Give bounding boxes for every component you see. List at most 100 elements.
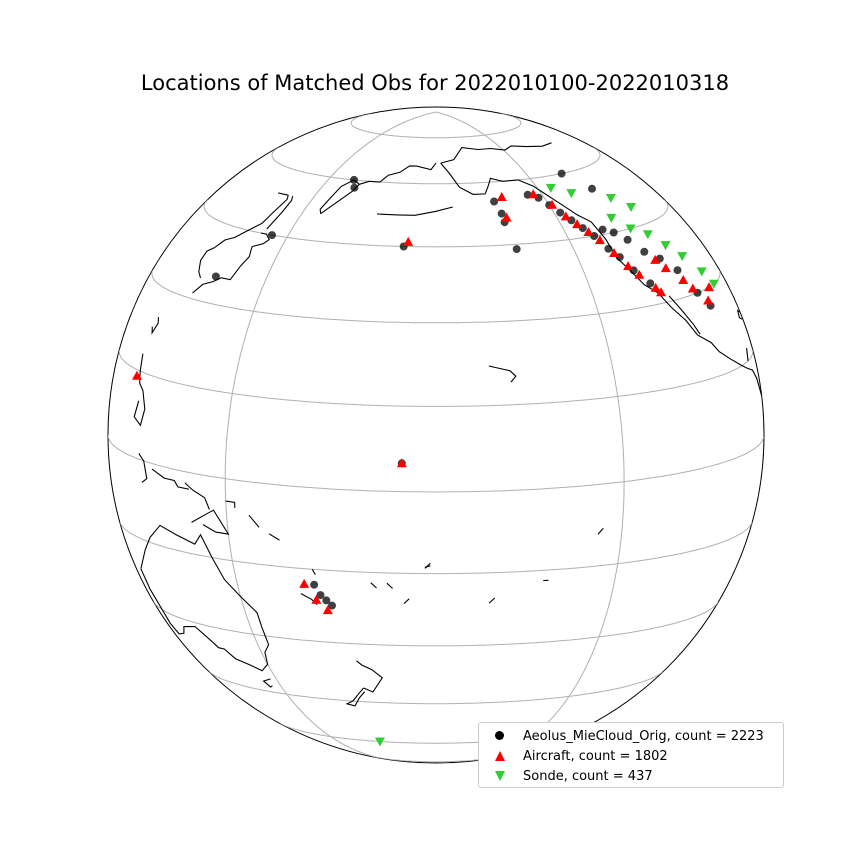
coastline-path (403, 598, 410, 605)
aeolus-point (512, 245, 521, 254)
meridian-line (435, 111, 625, 761)
coastline-path (488, 365, 517, 383)
coastline-path (251, 232, 270, 248)
legend: Aeolus_MieCloud_Orig, count = 2223 Aircr… (478, 722, 784, 788)
aircraft-point (656, 287, 667, 297)
aircraft-point (403, 236, 414, 246)
coastline-path (440, 142, 552, 164)
sonde-point (677, 252, 688, 262)
aircraft-point (299, 578, 310, 588)
aircraft-point (496, 191, 507, 201)
coastline-path (597, 527, 604, 535)
coastline-path (356, 660, 384, 693)
coastline-path (248, 514, 260, 528)
coastline-path (268, 533, 280, 541)
legend-item-aeolus: Aeolus_MieCloud_Orig, count = 2223 (491, 726, 783, 746)
triangle-down-marker-icon (491, 769, 509, 783)
coastline-path (192, 246, 253, 294)
parallel-line (153, 601, 719, 647)
aeolus-point (268, 231, 276, 240)
aeolus-point (211, 272, 220, 281)
aircraft-point (396, 458, 407, 468)
aeolus-point (609, 228, 618, 237)
coastline-path (140, 568, 270, 672)
sonde-point (566, 189, 577, 199)
legend-label: Aeolus_MieCloud_Orig, count = 2223 (523, 728, 764, 744)
parallel-line (350, 113, 522, 139)
coastline-path (266, 195, 294, 230)
aircraft-point (609, 247, 620, 257)
aeolus-point (490, 197, 499, 206)
aeolus-point (350, 183, 359, 192)
aeolus-point (673, 266, 682, 275)
sonde-point (625, 224, 636, 234)
parallel-line (119, 522, 753, 575)
aeolus-point (556, 208, 565, 217)
aeolus-point (588, 184, 596, 193)
aircraft-point (547, 199, 558, 209)
legend-label: Sonde, count = 437 (523, 768, 653, 784)
coastline-path (225, 500, 236, 508)
sonde-point (374, 737, 385, 747)
parallel-line (208, 671, 664, 705)
aircraft-point (703, 295, 714, 305)
aircraft-point (704, 282, 715, 292)
aeolus-point (322, 596, 331, 605)
aircraft-point (528, 189, 539, 199)
coastline-path (151, 316, 160, 335)
aircraft-point (501, 212, 512, 222)
aircraft-point (311, 594, 322, 604)
aeolus-point (557, 169, 566, 178)
sonde-point (696, 267, 707, 277)
aeolus-point (604, 244, 613, 253)
aircraft-point (583, 227, 594, 237)
coastline-path (386, 582, 393, 589)
coastline-path (736, 309, 743, 320)
meridian-line (224, 111, 437, 760)
parallel-line (108, 434, 764, 493)
aeolus-point (598, 225, 607, 234)
coastline-path (370, 582, 377, 589)
aircraft-point (660, 263, 671, 273)
triangle-up-marker-icon (491, 749, 509, 763)
aircraft-point (322, 605, 333, 615)
coastline-path (138, 453, 148, 483)
coastline-path (151, 468, 189, 490)
obs-points (131, 169, 719, 747)
parallel-line (271, 146, 601, 185)
aeolus-point (328, 601, 336, 610)
coastline-path (746, 348, 749, 362)
aircraft-point (678, 275, 689, 285)
coastline-path (359, 162, 437, 185)
sonde-point (660, 241, 671, 251)
aeolus-point (497, 209, 506, 218)
sonde-point (545, 183, 556, 193)
aeolus-point (316, 591, 325, 600)
circle-marker-icon (491, 729, 509, 743)
coastline-path (424, 565, 431, 568)
parallel-line (151, 269, 721, 324)
legend-item-aircraft: Aircraft, count = 1802 (491, 746, 783, 766)
map-title: Locations of Matched Obs for 2022010100-… (140, 71, 730, 95)
legend-item-sonde: Sonde, count = 437 (491, 766, 783, 786)
aeolus-point (310, 580, 319, 589)
gridlines (108, 111, 764, 763)
coastline-path (133, 353, 146, 427)
aircraft-point (572, 219, 583, 229)
sonde-point (606, 213, 617, 223)
coastline-path (488, 597, 496, 604)
aircraft-point (634, 269, 645, 279)
coastline-path (191, 509, 230, 535)
sonde-point (708, 279, 719, 289)
coastline-path (262, 678, 273, 688)
aircraft-point (623, 261, 634, 271)
coastline-path (184, 482, 210, 510)
parallel-line (203, 199, 669, 248)
aircraft-point (650, 282, 661, 292)
legend-label: Aircraft, count = 1802 (523, 748, 668, 764)
aeolus-point (623, 235, 632, 244)
coastline-path (140, 524, 263, 627)
aircraft-point (650, 254, 661, 264)
coastline-path (198, 195, 289, 279)
